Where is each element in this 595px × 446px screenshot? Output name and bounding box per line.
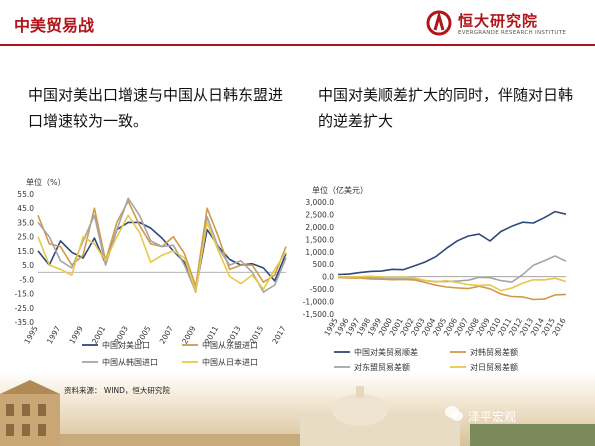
y-tick-label: -1,000.0	[303, 298, 335, 307]
source-note: 资料来源： WIND，恒大研究院	[64, 386, 170, 395]
legend-entry: 中国对美贸易顺差	[354, 347, 418, 357]
logo: 恒大研究院 EVERGRANDE RESEARCH INSTITUTE	[418, 8, 588, 42]
y-tick-label: 2,500.0	[305, 210, 334, 219]
legend-entry: 中国从日本进口	[202, 357, 258, 367]
y-tick-label: -15.0	[15, 290, 35, 299]
y-tick-label: 25.0	[17, 233, 34, 242]
series-line-2	[337, 276, 567, 301]
logo-text-cn: 恒大研究院	[458, 12, 539, 30]
footer-building-banner	[0, 372, 595, 446]
chart-trade-balance: -1,500.0 -1,000.0 -500.0 0.0 500.0 1,000.0 1,5…	[303, 198, 568, 372]
left-description: 中国对美出口增速与中国从日韩东盟进口增速较为一致。	[28, 86, 284, 130]
y-tick-label: -500.0	[310, 285, 334, 294]
legend-entry: 对韩贸易差额	[470, 347, 518, 357]
y-tick-label: 5.0	[22, 261, 34, 270]
header-divider	[0, 44, 595, 46]
y-tick-label: 0.0	[322, 273, 334, 282]
y-tick-label: -5.0	[19, 275, 34, 284]
logo-text-en: EVERGRANDE RESEARCH INSTITUTE	[458, 30, 567, 36]
watermark-text: 泽平宏观	[468, 410, 517, 424]
y-tick-label: -35.0	[15, 318, 35, 327]
x-tick-label: 2007	[158, 324, 175, 345]
y-tick-label: 15.0	[17, 247, 34, 256]
y-tick-label: 35.0	[17, 218, 34, 227]
legend-entry: 中国对美出口	[102, 340, 150, 350]
series-line-1	[337, 210, 567, 276]
x-tick-label: 1997	[45, 324, 62, 345]
x-tick-label: 2017	[270, 324, 287, 345]
legend-entry: 对东盟贸易差额	[354, 362, 410, 372]
evergrande-logo-icon	[426, 10, 452, 36]
y-tick-label: 3,000.0	[305, 198, 334, 207]
legend-entry: 对日贸易差额	[470, 362, 518, 372]
x-tick-label: 2009	[180, 324, 197, 345]
page-title: 中美贸易战	[14, 16, 95, 35]
y-tick-label: 2,000.0	[305, 223, 334, 232]
chart-export-import-growth: -35.0 -25.0 -15.0 -5.0 5.0 15.0 25.0 35.0 45.0 55…	[15, 190, 288, 367]
series-line-4	[37, 214, 287, 292]
x-tick-label: 1999	[67, 324, 84, 345]
chart1-unit-label: 单位（%）	[26, 178, 66, 187]
y-tick-label: -25.0	[15, 304, 35, 313]
y-tick-label: 45.0	[17, 204, 34, 213]
y-tick-label: 1,500.0	[305, 235, 334, 244]
y-tick-label: 55.0	[17, 190, 34, 199]
y-tick-label: -1,500.0	[303, 310, 335, 319]
series-line-3	[337, 255, 567, 283]
right-description: 中国对美顺差扩大的同时，伴随对日韩的逆差扩大	[318, 86, 574, 130]
wechat-icon	[445, 406, 463, 421]
legend-entry: 中国从东盟进口	[202, 340, 258, 350]
series-line-4	[337, 275, 567, 292]
series-line-2	[37, 200, 287, 288]
x-tick-label: 1995	[22, 324, 39, 345]
legend-entry: 中国从韩国进口	[102, 357, 158, 367]
y-tick-label: 500.0	[313, 260, 335, 269]
chart2-unit-label: 单位（亿美元）	[312, 186, 368, 195]
y-tick-label: 1,000.0	[305, 248, 334, 257]
